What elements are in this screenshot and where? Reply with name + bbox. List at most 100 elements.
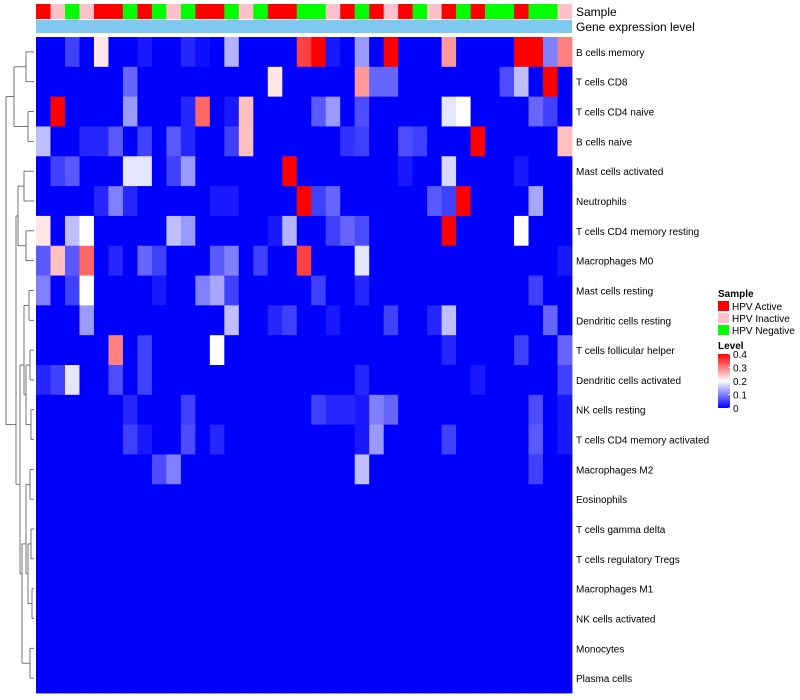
heatmap-cell <box>427 394 443 426</box>
heatmap-cell <box>354 156 370 187</box>
heatmap-cell <box>441 305 457 336</box>
heatmap-cell <box>151 394 167 426</box>
heatmap-cell <box>456 543 471 575</box>
heatmap-cell <box>93 96 109 127</box>
heatmap-cell <box>93 543 109 575</box>
heatmap-cell <box>325 573 341 604</box>
heatmap-cell <box>282 543 298 575</box>
heatmap-cell <box>253 215 269 247</box>
heatmap-cell <box>543 305 558 336</box>
heatmap-cell <box>166 186 182 217</box>
heatmap-cell <box>209 186 225 217</box>
heatmap-cell <box>528 215 544 247</box>
heatmap-cell <box>543 186 558 217</box>
heatmap-cell <box>456 454 471 485</box>
heatmap-cell <box>543 603 558 634</box>
row-label: T cells CD4 memory resting <box>576 227 699 238</box>
heatmap-cell <box>485 514 500 545</box>
heatmap-cell <box>369 126 385 157</box>
heatmap-cell <box>267 186 283 217</box>
heatmap-cell <box>224 37 240 68</box>
heatmap-cell <box>79 514 95 545</box>
heatmap-cell <box>398 215 414 247</box>
heatmap-cell <box>369 275 385 306</box>
sample-annotation-cell <box>441 4 457 19</box>
heatmap-cell <box>267 96 283 127</box>
heatmap-cell <box>412 484 428 515</box>
heatmap-cell <box>180 573 196 604</box>
heatmap-cell <box>195 245 211 276</box>
heatmap-cell <box>340 156 356 187</box>
heatmap-cell <box>441 186 457 217</box>
heatmap-cell <box>137 424 153 455</box>
legend-level-tick-label: 0.4 <box>733 350 747 361</box>
heatmap-cell <box>79 126 95 157</box>
heatmap-cell <box>499 424 515 455</box>
heatmap-cell <box>441 484 457 515</box>
heatmap-cell <box>195 514 211 545</box>
heatmap-cell <box>543 633 558 664</box>
heatmap-cell <box>427 484 443 515</box>
heatmap-cell <box>528 543 544 575</box>
heatmap-cell <box>325 663 341 694</box>
heatmap-cell <box>108 305 124 336</box>
heatmap-cell <box>340 96 356 127</box>
heatmap-cell <box>108 454 124 485</box>
heatmap-cell <box>499 663 515 694</box>
heatmap-cell <box>470 603 486 634</box>
heatmap-cell <box>470 573 486 604</box>
heatmap-cell <box>296 126 312 157</box>
heatmap-cell <box>79 394 95 426</box>
heatmap-cell <box>79 156 95 187</box>
heatmap-cell <box>354 424 370 455</box>
heatmap-cell <box>398 186 414 217</box>
heatmap-cell <box>64 543 80 575</box>
heatmap-cell <box>108 663 124 694</box>
heatmap-cell <box>79 573 95 604</box>
heatmap-cell <box>282 215 298 247</box>
heatmap-cell <box>441 573 457 604</box>
gene-expression-annotation-label: Gene expression level <box>576 20 695 34</box>
heatmap-cell <box>383 275 399 306</box>
heatmap-cell <box>209 126 225 157</box>
sample-annotation-cell <box>238 4 254 19</box>
heatmap-cell <box>151 215 167 247</box>
heatmap-cell <box>122 424 138 455</box>
heatmap-cell <box>267 275 283 306</box>
heatmap-cell <box>528 186 544 217</box>
heatmap-cell <box>499 215 515 247</box>
heatmap-cell <box>267 484 283 515</box>
legend-level-tick-label: 0.3 <box>733 364 747 375</box>
heatmap-cell <box>383 335 399 366</box>
sample-annotation-cell <box>311 4 327 19</box>
heatmap-cell <box>64 394 80 426</box>
heatmap-cell <box>195 484 211 515</box>
legend-sample-label: HPV Negative <box>732 326 795 337</box>
heatmap-cell <box>528 245 544 276</box>
heatmap-cell <box>50 186 66 217</box>
heatmap-cell <box>195 663 211 694</box>
heatmap-cell <box>499 573 515 604</box>
heatmap-cell <box>137 37 153 68</box>
heatmap-cell <box>398 126 414 157</box>
heatmap-cell <box>137 633 153 664</box>
heatmap-cell <box>253 424 269 455</box>
heatmap-cell <box>122 275 138 306</box>
heatmap-cell <box>296 365 312 396</box>
sample-annotation-cell <box>427 4 442 19</box>
heatmap-cell <box>499 454 515 485</box>
heatmap-cell <box>456 37 471 68</box>
heatmap-cell <box>514 37 529 68</box>
heatmap-cell <box>557 514 573 545</box>
heatmap-cell <box>36 215 51 247</box>
heatmap-cell <box>470 633 486 664</box>
heatmap-cell <box>93 633 109 664</box>
heatmap-cell <box>383 37 399 68</box>
heatmap-cell <box>514 126 529 157</box>
heatmap-cell <box>108 66 124 98</box>
heatmap-cell <box>36 663 51 694</box>
sample-annotation-cell <box>412 4 428 19</box>
heatmap-cell <box>209 96 225 127</box>
heatmap-cell <box>557 484 573 515</box>
heatmap-cell <box>93 603 109 634</box>
